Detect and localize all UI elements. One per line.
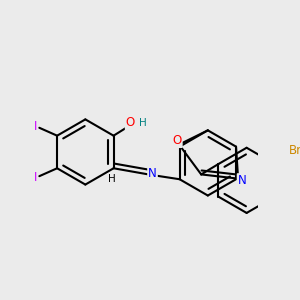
Text: H: H [139,118,147,128]
Text: I: I [34,120,37,133]
Text: Br: Br [289,144,300,157]
Text: N: N [238,174,246,187]
Text: O: O [172,134,182,147]
Text: O: O [126,116,135,129]
Text: N: N [148,167,157,180]
Text: H: H [108,174,116,184]
Text: I: I [34,171,37,184]
